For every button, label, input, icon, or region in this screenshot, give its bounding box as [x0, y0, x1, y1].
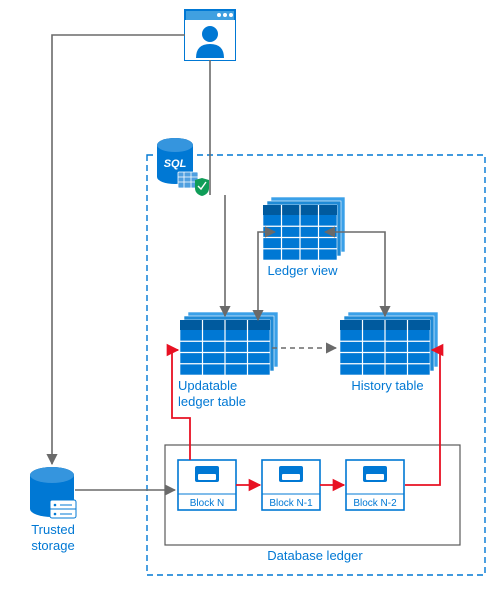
- sql-badge-text: SQL: [164, 158, 187, 170]
- block-n-2: Block N-2: [346, 460, 404, 510]
- user-icon: [185, 10, 235, 60]
- trusted-storage-label: Trustedstorage: [18, 522, 88, 553]
- history-table-icon: [340, 312, 438, 375]
- block-n: Block N: [178, 460, 236, 510]
- block-n-label: Block N: [190, 498, 224, 509]
- history-table-label: History table: [340, 378, 435, 394]
- updatable-ledger-table-icon: [180, 312, 278, 375]
- updatable-table-label: Updatableledger table: [178, 378, 273, 409]
- ledger-view-table-icon: [263, 197, 345, 260]
- ledger-view-label: Ledger view: [255, 263, 350, 279]
- block-n-2-label: Block N-2: [353, 498, 397, 509]
- trusted-storage-icon: [30, 467, 76, 518]
- block-n-1-label: Block N-1: [269, 498, 313, 509]
- database-ledger-label: Database ledger: [250, 548, 380, 564]
- sql-icon: SQL: [157, 138, 209, 196]
- diagram-stage: { "labels": { "trusted_storage": "Truste…: [0, 0, 500, 590]
- block-n-1: Block N-1: [262, 460, 320, 510]
- diagram-svg: SQL Block N Block N-1 Block N-2: [0, 0, 500, 590]
